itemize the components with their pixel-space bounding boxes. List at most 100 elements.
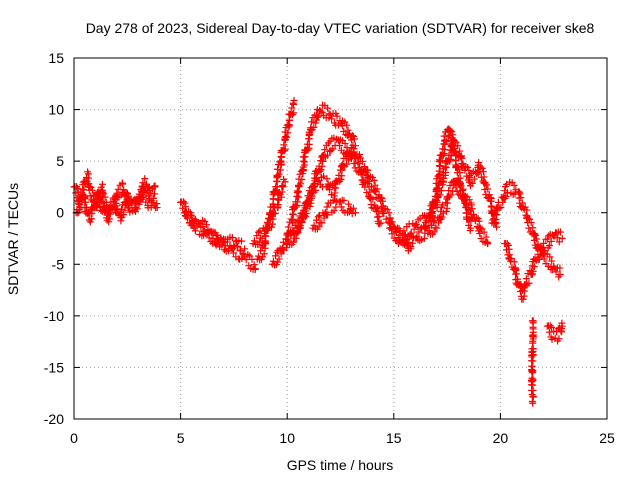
data-point [401,241,409,249]
data-point [425,226,433,234]
data-point [345,200,353,208]
data-point [318,108,326,116]
data-point [112,199,120,207]
data-point [455,181,463,189]
data-point [510,258,518,266]
data-point [337,203,345,211]
x-tick-label: 10 [279,430,295,446]
data-point [350,135,358,143]
data-point [230,241,238,249]
y-tick-label: -10 [44,308,64,324]
data-point [220,238,228,246]
data-point [90,197,98,205]
data-point [347,136,355,144]
data-point [269,215,277,223]
data-point [121,206,129,214]
data-point [332,184,340,192]
data-point [337,176,345,184]
data-point [284,223,292,231]
data-point [92,202,100,210]
data-point [274,258,282,266]
data-point [552,268,560,276]
x-tick-label: 15 [386,430,402,446]
data-point [145,183,153,191]
chart-title: Day 278 of 2023, Sidereal Day-to-day VTE… [86,20,595,36]
data-point [377,219,385,227]
data-point [484,240,492,248]
data-point [119,180,127,188]
data-point [331,189,339,197]
data-point [191,217,199,225]
data-point [264,226,272,234]
data-point [530,263,538,271]
data-point [99,189,107,196]
data-point [406,230,414,238]
data-point [374,208,382,216]
data-point [347,144,355,152]
data-point [548,323,556,331]
data-point [290,100,298,108]
data-point [139,193,147,201]
data-point [146,195,154,203]
data-point [524,214,532,222]
y-tick-label: 15 [48,50,64,66]
data-point [274,201,282,209]
data-point [546,322,554,330]
data-point [276,166,284,174]
data-point [476,229,484,237]
data-point [229,249,237,257]
data-point [529,339,537,347]
data-point [454,178,462,186]
data-point [446,157,454,165]
data-point [131,199,139,207]
data-point [76,201,84,209]
data-point [477,163,485,171]
data-point [202,221,210,229]
data-point [430,228,438,236]
data-point [298,175,306,183]
data-point [323,175,331,183]
data-point [510,181,518,189]
data-point [327,191,335,199]
data-point [305,130,313,138]
data-point [343,160,351,168]
data-point [192,215,200,223]
data-point [210,228,218,236]
data-point [183,214,191,222]
data-point [186,209,194,217]
data-point [99,202,107,210]
y-tick-label: 0 [56,205,64,221]
data-point [263,219,271,227]
data-point [318,162,326,170]
data-point [308,118,316,126]
data-point [257,247,265,255]
data-point [392,227,400,235]
data-point [388,218,396,226]
data-point [330,207,338,215]
data-point [107,198,115,206]
data-point [495,204,503,212]
data-point [111,196,119,204]
data-point [283,133,291,141]
data-point [302,207,310,215]
x-tick-label: 5 [177,430,185,446]
data-point [301,153,309,161]
data-point [135,200,143,208]
data-point [351,209,359,217]
data-point [440,132,448,140]
data-point [293,218,301,226]
data-point [255,228,263,236]
data-point [413,223,421,231]
data-point [74,200,82,208]
data-point [541,247,549,255]
data-point [377,194,385,202]
data-point [309,182,317,190]
data-point [528,397,536,405]
x-axis-label: GPS time / hours [287,457,394,473]
data-point [531,230,539,238]
data-point [188,212,196,220]
series-track-n [488,178,564,281]
data-point [502,192,510,200]
data-point [294,228,302,236]
